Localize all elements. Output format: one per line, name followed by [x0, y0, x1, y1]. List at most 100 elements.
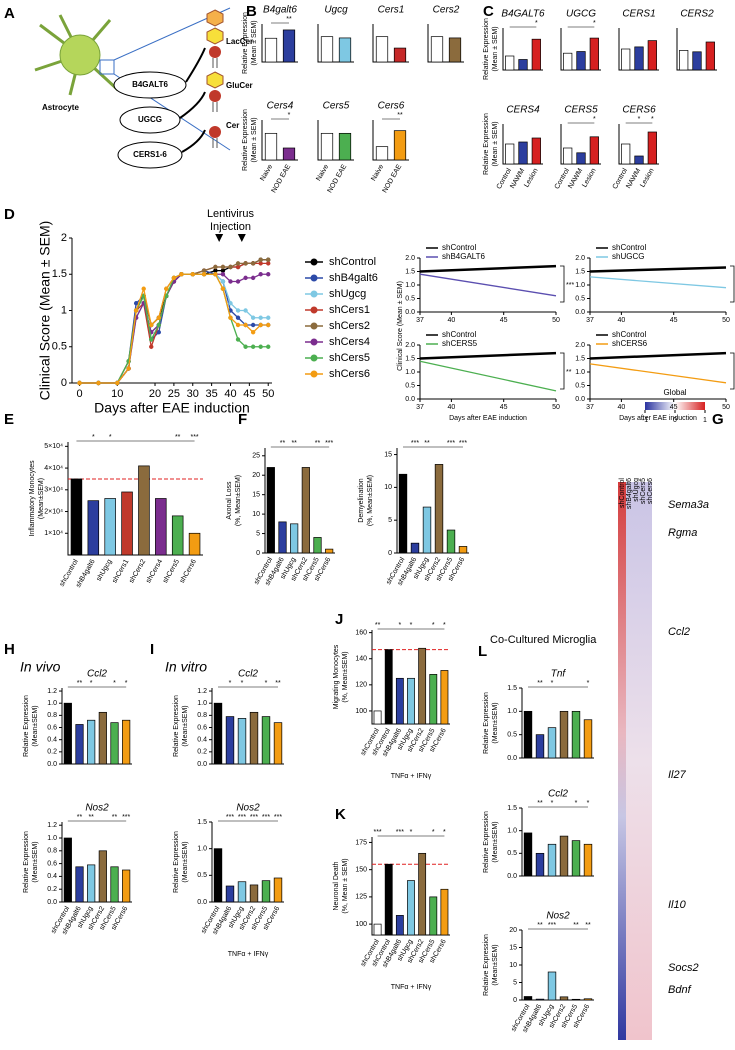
bar [375, 36, 389, 63]
y-tick-label: 20 [252, 472, 260, 479]
series-marker [250, 322, 256, 328]
chart-title: Cers5 [323, 101, 350, 112]
bar [398, 473, 408, 554]
y-tick-label: 10 [252, 511, 260, 518]
x-tick-label: 50 [722, 404, 730, 411]
bar [264, 37, 278, 63]
series-line [79, 269, 269, 384]
legend-marker [310, 322, 318, 330]
legend-label: shControl [612, 330, 646, 339]
series-marker [266, 344, 271, 349]
bar [634, 155, 644, 165]
bar [523, 710, 533, 759]
series-marker [250, 330, 256, 335]
y-tick-label: 5×10⁴ [44, 443, 63, 450]
significance: * [432, 622, 435, 629]
x-tick-label: 40 [224, 388, 236, 400]
y-tick-label: 2.0 [575, 342, 585, 349]
legend-label: shUgcg [329, 288, 366, 300]
significance-bracket [730, 265, 735, 303]
significance: * [92, 434, 95, 441]
y-tick-label: 0.6 [47, 724, 57, 731]
y-axis-label: Relative Expression [173, 695, 180, 757]
series-line [419, 273, 557, 297]
significance-bracket [560, 352, 565, 390]
x-tick-label: 37 [416, 404, 424, 411]
y-tick-label: 0.0 [575, 309, 585, 316]
significance: ** [537, 800, 543, 807]
legend-marker [310, 354, 318, 362]
y-tick-label: 0 [256, 550, 260, 557]
y-tick-label: 10 [384, 484, 392, 491]
gene-label: Socs2 [668, 962, 699, 974]
cell-label: Astrocyte [42, 103, 79, 112]
y-tick-label: 2×10⁴ [44, 508, 63, 515]
series-marker [220, 286, 226, 291]
x-tick-label: 37 [586, 317, 594, 324]
bar [313, 537, 322, 554]
legend-label: shControl [329, 256, 376, 268]
legend-label: shCers4 [329, 336, 370, 348]
enzyme-node [113, 71, 187, 99]
bar [705, 41, 715, 71]
series-marker [250, 275, 256, 281]
y-tick-label: 5 [388, 517, 392, 524]
bar [393, 47, 407, 63]
enzyme-node [117, 141, 183, 169]
y-axis-label: Relative Expression [483, 934, 490, 996]
bar [547, 727, 557, 759]
significance: * [587, 800, 590, 807]
chart-title: Ccl2 [548, 789, 568, 800]
bar [70, 478, 83, 556]
bar [63, 837, 72, 903]
legend-label: shCers6 [329, 368, 370, 380]
axis [211, 688, 284, 765]
y-tick-label: 1.2 [197, 688, 207, 695]
y-tick-label: 1.2 [47, 822, 57, 829]
series-line [79, 273, 269, 384]
x-tick-label: 40 [617, 317, 625, 324]
y-tick-label: 0.0 [507, 755, 517, 762]
significance: *** [190, 434, 198, 441]
series-marker [164, 286, 169, 291]
heatmap-columns [626, 482, 652, 1040]
bar [98, 711, 107, 765]
series-marker [258, 315, 263, 320]
significance: *** [262, 814, 270, 821]
significance: *** [396, 829, 404, 836]
bar [249, 884, 259, 903]
y-tick-label: 1.5 [507, 805, 517, 812]
heading: Co-Cultured Microglia [490, 634, 597, 646]
y-tick-label: 4×10⁴ [44, 465, 63, 472]
y-tick-label: 1.0 [47, 835, 57, 842]
series-line [79, 273, 269, 384]
chart-title: Ugcg [324, 5, 348, 16]
bar [264, 132, 278, 161]
series-marker [266, 257, 271, 262]
bar [98, 850, 107, 903]
significance: * [90, 680, 93, 687]
bar [621, 143, 631, 165]
significance: ** [112, 814, 118, 821]
x-tick-label: 25 [168, 388, 180, 400]
series-marker [258, 257, 263, 262]
y-tick-label: 25 [252, 453, 260, 460]
axis [521, 930, 594, 1001]
chart-title: Nos2 [546, 911, 570, 922]
bar [559, 996, 569, 1001]
bar [155, 498, 167, 556]
bar [395, 677, 404, 725]
series-marker [258, 261, 263, 266]
y-tick-label: 0.4 [47, 737, 57, 744]
bar [110, 722, 119, 765]
y-axis-label: Relative Expression [483, 692, 490, 754]
y-axis-label: Inflammatory Monocytes [29, 460, 36, 537]
bar [410, 542, 420, 554]
significance: * [443, 622, 446, 629]
bar [273, 877, 283, 903]
bar [338, 37, 352, 63]
chart-title: CERS1 [622, 9, 655, 20]
significance: ** [175, 434, 181, 441]
y-axis-label: (Mean±SEM) [492, 944, 499, 985]
